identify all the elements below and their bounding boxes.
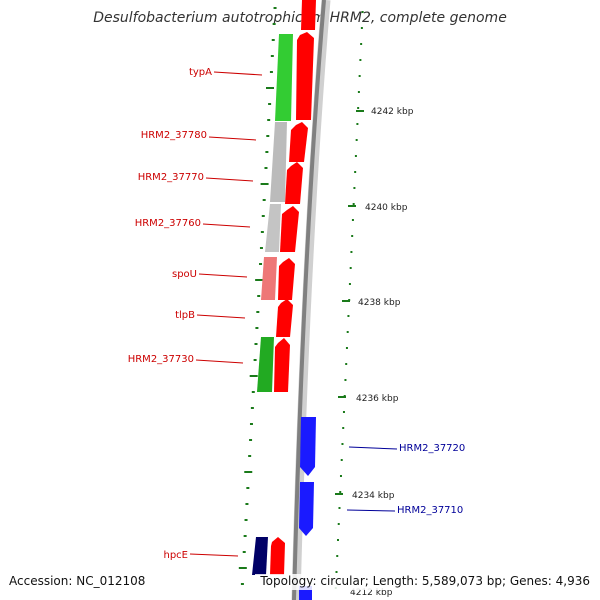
feature-block-gray-2: [265, 204, 281, 252]
inner-tick-marks: [238, 7, 277, 585]
scale-axis: 4242 kbp 4240 kbp 4238 kbp 4236 kbp 4234…: [335, 107, 414, 598]
cds-arrow-reverse-2: [299, 482, 314, 536]
feature-track-left: [252, 34, 293, 575]
leader-line: [213, 71, 263, 76]
cds-arrow-forward-5: [280, 206, 299, 252]
cds-arrow-forward-4: [285, 162, 303, 204]
backbone-outer: [291, 0, 331, 600]
leader-line: [202, 223, 251, 228]
scale-tick-label: 4240 kbp: [365, 203, 408, 213]
reverse-cds-track: [299, 417, 316, 600]
scale-tick-label: 4234 kbp: [352, 491, 395, 501]
leader-line: [196, 314, 246, 319]
leader-line: [205, 177, 254, 182]
gene-label-left[interactable]: HRM2_37770: [138, 172, 204, 183]
gene-label-left[interactable]: spoU: [172, 269, 197, 280]
backbone-inner: [292, 0, 326, 600]
feature-block-pink-1: [261, 257, 277, 300]
cds-arrow-forward-6: [278, 258, 295, 300]
leader-line: [198, 273, 248, 278]
gene-labels-left: typA HRM2_37780 HRM2_37770 HRM2_37760 sp…: [128, 67, 263, 561]
cds-arrow-forward-2: [296, 32, 314, 120]
feature-block-gray-1: [270, 122, 287, 202]
cds-arrow-forward-8: [274, 338, 290, 392]
footer-backdrop: [255, 574, 600, 590]
feature-block-green-2: [257, 337, 274, 392]
cds-arrow-forward-3: [289, 122, 308, 162]
gene-labels-right: HRM2_37720 HRM2_37710: [346, 443, 465, 516]
scale-tick-label: 4242 kbp: [371, 107, 414, 117]
gene-label-left[interactable]: typA: [189, 67, 212, 78]
gene-label-left[interactable]: HRM2_37780: [141, 130, 207, 141]
scale-tick-label: 4236 kbp: [356, 394, 399, 404]
cds-arrow-forward-7: [276, 299, 293, 337]
leader-line: [348, 446, 398, 450]
cds-arrow-forward-9: [270, 537, 285, 575]
feature-block-navy-1: [252, 537, 268, 575]
gene-label-right[interactable]: HRM2_37710: [397, 505, 463, 516]
leader-line: [189, 553, 239, 557]
forward-cds-track: [270, 0, 316, 575]
genome-summary-text: Topology: circular; Length: 5,589,073 bp…: [260, 574, 590, 588]
gene-label-left[interactable]: hpcE: [163, 550, 188, 561]
map-title: Desulfobacterium autotrophicum HRM2, com…: [93, 10, 507, 26]
leader-line: [346, 509, 396, 512]
scale-tick-label: 4212 kbp: [350, 588, 393, 598]
cds-arrow-forward-1: [301, 0, 316, 30]
gene-label-right[interactable]: HRM2_37720: [399, 443, 465, 454]
gene-label-left[interactable]: tlpB: [175, 310, 195, 321]
accession-text: Accession: NC_012108: [9, 574, 146, 588]
leader-line: [208, 136, 257, 141]
feature-block-green-1: [275, 34, 293, 121]
gene-label-left[interactable]: HRM2_37760: [135, 218, 201, 229]
leader-line: [195, 359, 244, 364]
gene-label-left[interactable]: HRM2_37730: [128, 354, 194, 365]
cds-arrow-reverse-1: [300, 417, 316, 476]
scale-tick-label: 4238 kbp: [358, 298, 401, 308]
